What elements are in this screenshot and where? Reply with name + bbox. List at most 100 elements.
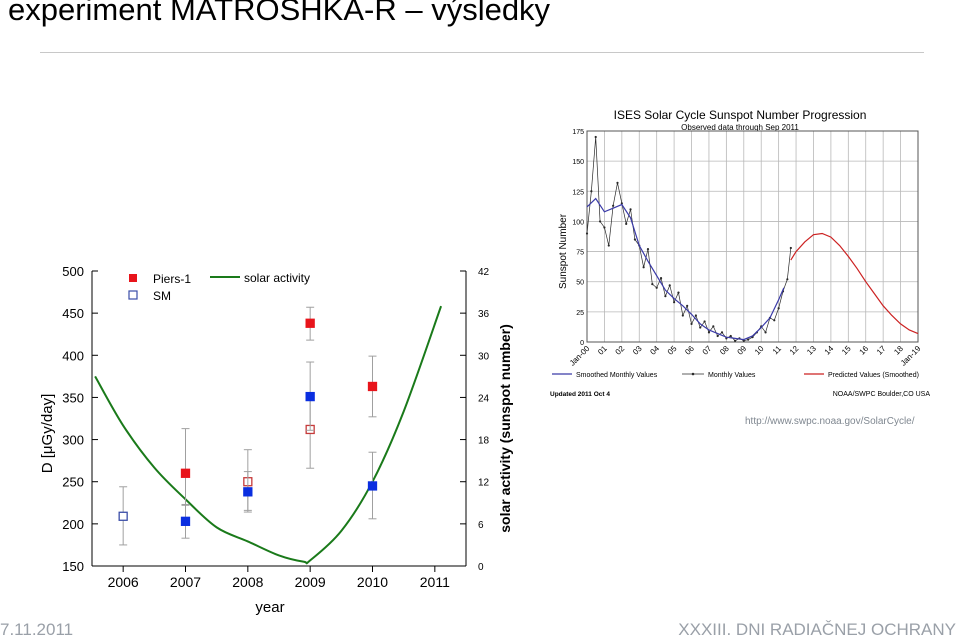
monthly-value-point: [612, 204, 615, 207]
legend-label-solar: solar activity: [244, 271, 310, 285]
footer-date: 7.11.2011: [0, 620, 74, 639]
monthly-value-point: [642, 266, 645, 269]
sunspot-y-tick-label: 150: [572, 159, 584, 166]
y-tick-label: 150: [62, 559, 84, 574]
sm-point: [367, 481, 378, 491]
monthly-value-point: [651, 283, 654, 286]
monthly-value-point: [659, 276, 663, 280]
monthly-value-point: [764, 331, 767, 334]
monthly-value-point: [681, 314, 684, 317]
y-axis-label: D [μGy/day]: [39, 394, 56, 474]
sunspot-plot-frame: [586, 130, 919, 343]
y-tick-label: 450: [62, 306, 84, 321]
x-tick-label: 2007: [170, 574, 201, 590]
monthly-value-point: [598, 220, 602, 223]
y2-tick-label: 12: [478, 478, 490, 489]
monthly-value-point: [633, 238, 637, 241]
monthly-value-point: [664, 295, 667, 298]
piers-1-point: [367, 381, 378, 392]
monthly-value-point: [594, 135, 597, 139]
sunspot-credit: NOAA/SWPC Boulder,CO USA: [833, 391, 931, 398]
monthly-value-point: [620, 202, 623, 205]
sm-open-point: [118, 511, 128, 521]
legend-marker-monthly: [691, 372, 695, 376]
y-tick-label: 200: [62, 517, 84, 532]
monthly-value-point: [720, 331, 724, 334]
monthly-value-point: [716, 334, 719, 338]
y2-axis-label: solar activity (sunspot number): [497, 324, 513, 532]
sunspot-panel: [548, 102, 934, 402]
monthly-value-point: [616, 181, 619, 184]
y-tick-label: 300: [62, 433, 84, 448]
y2-tick-label: 24: [478, 393, 490, 404]
monthly-value-point: [585, 232, 589, 235]
monthly-value-point: [733, 339, 737, 342]
y2-tick-label: 6: [478, 520, 484, 531]
legend-label-smoothed: Smoothed Monthly Values: [576, 372, 658, 379]
smoothed-values-line: [586, 197, 785, 341]
y2-tick-label: 42: [478, 267, 490, 278]
x-tick-label: 2008: [232, 574, 263, 590]
solar-activity-line: [94, 305, 443, 565]
x-tick-label: 2010: [357, 574, 388, 590]
monthly-value-point: [789, 246, 792, 250]
sunspot-y-tick-label: 100: [572, 219, 584, 226]
legend-label-sm: SM: [153, 289, 171, 303]
y-tick-label: 500: [62, 264, 84, 279]
sm-point: [243, 487, 253, 497]
monthly-value-point: [673, 301, 676, 304]
sunspot-y-tick-label: 50: [576, 280, 584, 287]
monthly-value-point: [729, 334, 732, 338]
piers-1-point: [180, 468, 191, 478]
footer-conference: XXXIII. DNI RADIAČNEJ OCHRANY: [678, 620, 956, 639]
monthly-value-point: [625, 222, 628, 225]
y2-tick-label: 36: [478, 309, 490, 320]
y-tick-label: 400: [62, 348, 84, 363]
sunspot-updated: Updated 2011 Oct 4: [550, 391, 610, 398]
monthly-value-point: [690, 322, 693, 326]
sunspot-subtitle: Observed data through Sep 2011: [681, 123, 799, 132]
legend-marker-sm: [128, 290, 138, 300]
sunspot-y-tick-label: 75: [576, 250, 584, 257]
piers-1-point: [305, 318, 315, 328]
monthly-value-point: [773, 319, 776, 322]
sunspot-y-axis-label: Sunspot Number: [558, 213, 569, 289]
monthly-value-point: [777, 307, 780, 310]
y-tick-label: 350: [62, 390, 84, 405]
monthly-value-point: [668, 284, 671, 287]
sunspot-title: ISES Solar Cycle Sunspot Number Progress…: [614, 108, 867, 122]
title-divider: [40, 52, 924, 53]
monthly-value-point: [747, 338, 750, 341]
y-tick-label: 250: [62, 475, 84, 490]
monthly-value-point: [655, 286, 658, 289]
monthly-value-point: [707, 331, 711, 334]
sm-point: [180, 516, 191, 526]
monthly-value-point: [590, 190, 593, 193]
monthly-value-point: [694, 314, 697, 317]
sunspot-y-tick-label: 0: [580, 340, 584, 347]
x-tick-label: 2011: [420, 574, 450, 590]
monthly-value-point: [712, 325, 715, 328]
monthly-value-point: [629, 208, 632, 211]
slide-title: experiment MATROSHKA-R – výsledky: [8, 0, 551, 27]
y2-tick-label: 30: [478, 351, 490, 362]
x-tick-label: 2009: [295, 574, 326, 590]
legend-label-piers-1: Piers-1: [153, 272, 191, 286]
y2-tick-label: 0: [478, 562, 484, 573]
monthly-value-point: [686, 304, 689, 307]
monthly-value-point: [607, 244, 610, 247]
x-tick-label: 2006: [108, 574, 139, 590]
sunspot-y-tick-label: 125: [572, 189, 584, 196]
sm-point: [305, 391, 315, 402]
monthly-value-point: [699, 326, 702, 329]
monthly-value-point: [742, 339, 745, 342]
source-url[interactable]: http://www.swpc.noaa.gov/SolarCycle/: [745, 416, 915, 427]
monthly-value-point: [646, 248, 650, 251]
legend-label-monthly: Monthly Values: [708, 372, 756, 379]
x-axis-label: year: [255, 599, 284, 616]
predicted-values-line: [790, 232, 919, 335]
monthly-value-point: [677, 291, 680, 294]
monthly-value-point: [786, 278, 789, 281]
